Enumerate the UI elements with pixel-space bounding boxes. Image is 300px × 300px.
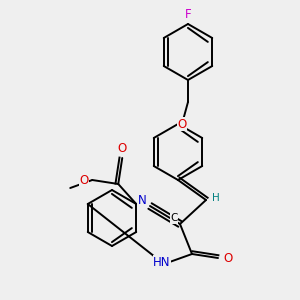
Text: O: O — [177, 118, 187, 130]
Text: F: F — [185, 8, 191, 20]
Text: O: O — [118, 142, 127, 154]
Text: HN: HN — [153, 256, 171, 268]
Text: O: O — [224, 251, 232, 265]
Text: N: N — [138, 194, 146, 206]
Text: H: H — [212, 193, 220, 203]
Text: C: C — [170, 213, 178, 223]
Text: O: O — [80, 173, 89, 187]
